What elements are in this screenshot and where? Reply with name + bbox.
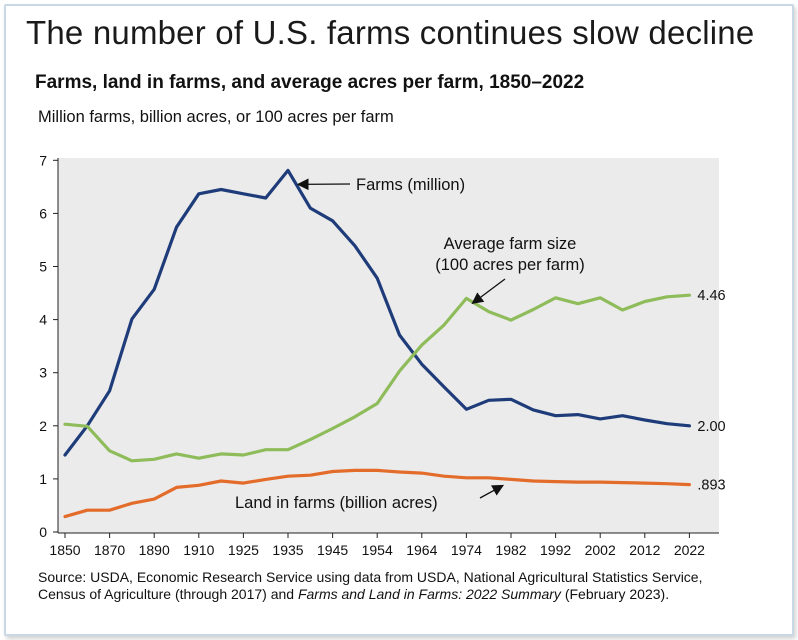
series-line xyxy=(63,468,691,519)
x-tick-label: 1850 xyxy=(49,542,80,558)
annotation-arrow xyxy=(471,278,506,305)
x-tick-label: 2022 xyxy=(674,542,705,558)
x-tick-label: 2002 xyxy=(585,542,616,558)
headline: The number of U.S. farms continues slow … xyxy=(26,14,755,51)
x-tick-label: 1964 xyxy=(406,542,437,558)
annotation-land: Land in farms (billion acres) xyxy=(235,494,438,512)
chart-subtitle: Million farms, billion acres, or 100 acr… xyxy=(38,108,394,126)
source-italic-title: Farms and Land in Farms: 2022 Summary xyxy=(297,586,561,602)
series-line xyxy=(63,168,691,457)
y-tick-label: 1 xyxy=(39,471,47,487)
annotation-farm-size: Average farm size (100 acres per farm) xyxy=(435,235,584,274)
x-tick-label: 1982 xyxy=(495,542,526,558)
x-tick-label: 1954 xyxy=(362,542,393,558)
annotation-arrow xyxy=(479,484,505,499)
y-tick-label: 5 xyxy=(39,259,47,275)
y-tick-label: 3 xyxy=(39,365,47,381)
series-end-label: .893 xyxy=(697,478,725,494)
x-tick-label: 1870 xyxy=(94,542,125,558)
x-tick-label: 2012 xyxy=(629,542,660,558)
source-note: Source: USDA, Economic Research Service … xyxy=(38,569,738,603)
series-line xyxy=(63,293,691,463)
x-tick-label: 1974 xyxy=(451,542,482,558)
plot-area xyxy=(58,158,719,533)
x-tick-label: 1992 xyxy=(540,542,571,558)
source-text-2: (February 2023). xyxy=(560,586,670,602)
y-tick-label: 6 xyxy=(39,205,47,221)
y-tick-label: 7 xyxy=(39,152,47,168)
annotation-farm-size-line: Average farm size xyxy=(444,235,577,253)
x-tick-label: 1925 xyxy=(228,542,259,558)
x-tick-label: 1890 xyxy=(139,542,170,558)
series-end-label: 4.46 xyxy=(697,288,725,304)
y-tick-label: 0 xyxy=(39,524,47,540)
x-tick-label: 1945 xyxy=(317,542,348,558)
source-text-1: Source: USDA, Economic Research Service … xyxy=(38,569,703,602)
x-tick-label: 1910 xyxy=(183,542,214,558)
y-tick-label: 4 xyxy=(39,312,47,328)
chart-title: Farms, land in farms, and average acres … xyxy=(35,72,585,93)
series-end-label: 2.00 xyxy=(697,419,725,435)
annotation-farms: Farms (million) xyxy=(356,176,465,194)
annotation-farm-size-line: (100 acres per farm) xyxy=(435,256,584,274)
x-tick-label: 1935 xyxy=(272,542,303,558)
y-tick-label: 2 xyxy=(39,418,47,434)
